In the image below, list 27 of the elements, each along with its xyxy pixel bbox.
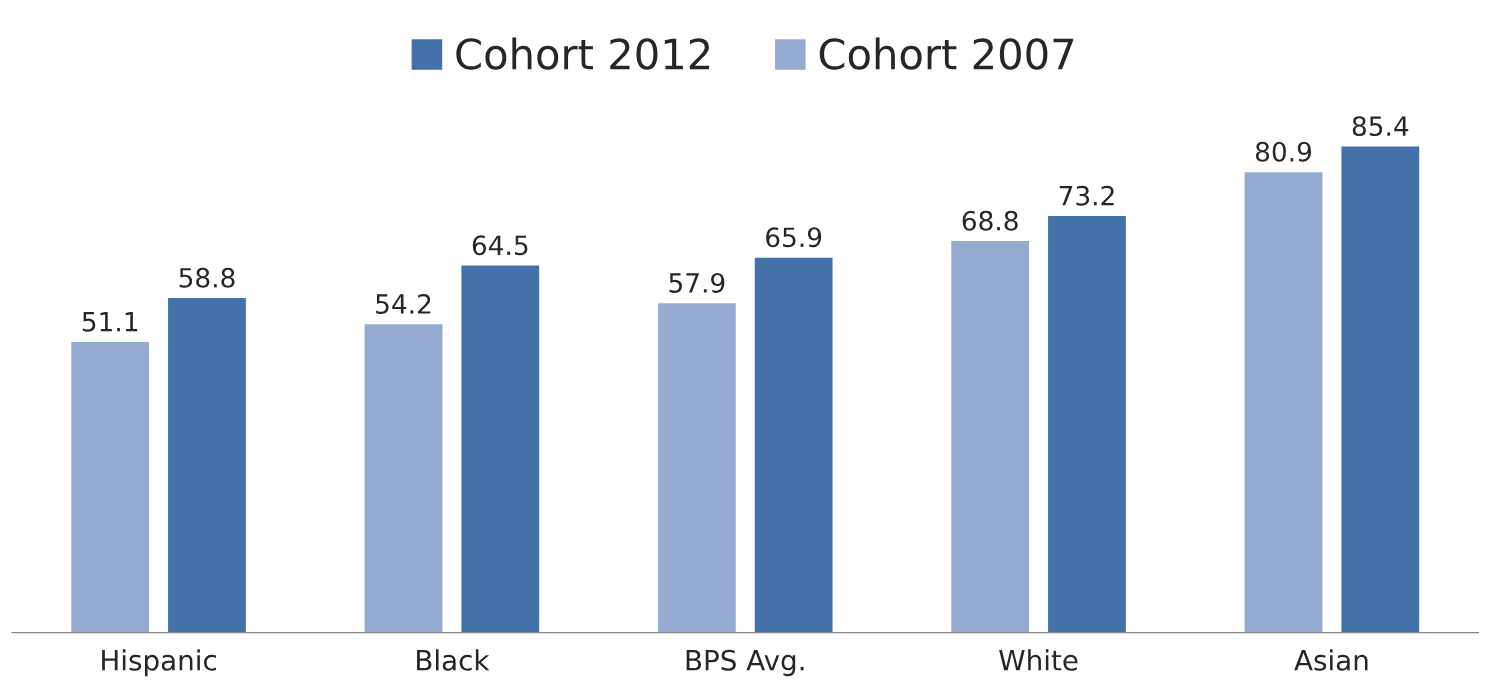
- data-label: 73.2: [1059, 185, 1114, 206]
- data-label: 54.2: [376, 294, 431, 314]
- x-tick-label: Black: [417, 649, 490, 671]
- data-label: 64.5: [472, 235, 528, 256]
- x-tick-label: White: [999, 649, 1078, 671]
- bar: [363, 322, 444, 633]
- bar: [1340, 145, 1421, 633]
- legend-label: Cohort 2012: [456, 37, 710, 70]
- bar: [656, 301, 738, 633]
- legend-label: Cohort 2007: [819, 37, 1074, 70]
- bar: [69, 340, 151, 633]
- bar: [460, 264, 541, 633]
- bar: [753, 256, 834, 633]
- data-label: 85.4: [1352, 116, 1409, 137]
- data-label: 58.8: [179, 267, 235, 288]
- bar: [1243, 170, 1324, 633]
- bar: [1046, 214, 1128, 633]
- bar: [166, 296, 248, 633]
- data-label: 65.9: [766, 227, 822, 248]
- data-label: 51.1: [82, 312, 138, 332]
- x-tick-label: Asian: [1294, 649, 1368, 671]
- data-label: 68.8: [962, 210, 1018, 231]
- x-tick-label: Hispanic: [102, 649, 217, 677]
- x-tick-label: BPS Avg.: [686, 649, 804, 677]
- data-label: 57.9: [669, 272, 725, 293]
- data-label: 80.9: [1255, 141, 1312, 162]
- bar: [949, 239, 1031, 633]
